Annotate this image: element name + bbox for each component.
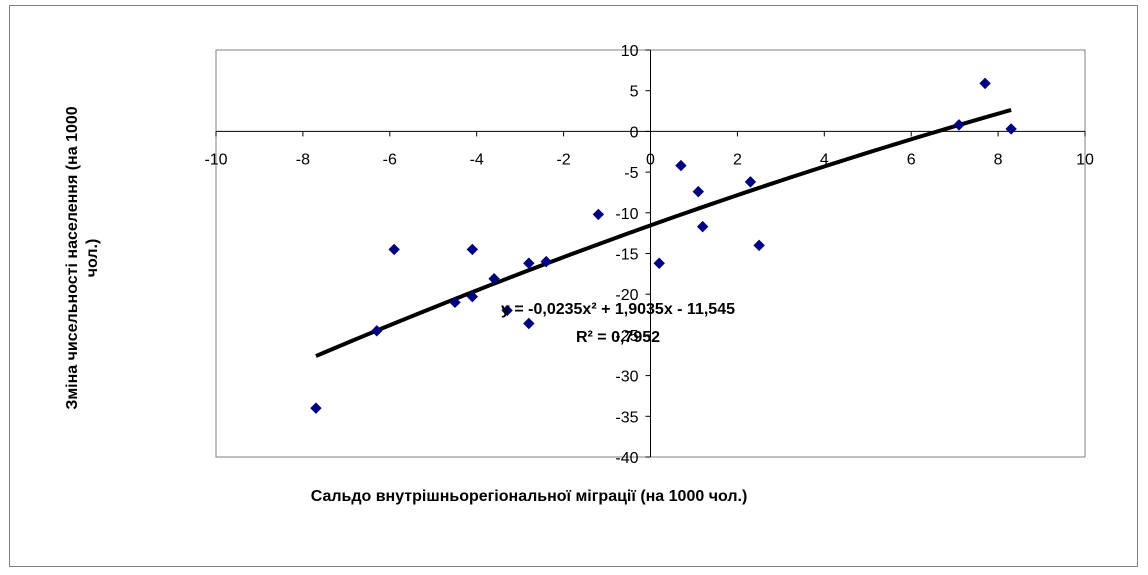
y-tick-label: -20 xyxy=(615,287,638,304)
y-tick-label: -25 xyxy=(615,328,638,345)
y-tick-label: -30 xyxy=(615,369,638,386)
trendline-r-squared: R² = 0,7952 xyxy=(576,329,660,346)
data-point xyxy=(523,257,535,269)
x-tick-label: -10 xyxy=(204,151,227,168)
x-tick-label: 8 xyxy=(994,151,1003,168)
y-tick-label: -5 xyxy=(624,165,638,182)
x-tick-label: -8 xyxy=(296,151,310,168)
chart-frame xyxy=(9,5,1138,567)
data-point xyxy=(488,273,500,285)
x-tick-label: -6 xyxy=(383,151,397,168)
x-tick-label: 4 xyxy=(820,151,829,168)
data-points xyxy=(310,77,1017,414)
data-point xyxy=(449,296,461,309)
data-point xyxy=(953,119,965,131)
x-tick-label: 10 xyxy=(1076,151,1094,168)
data-point xyxy=(310,402,322,414)
y-tick-label: 5 xyxy=(630,84,639,101)
tick-labels: -10 -8 -6 -4 -2 0 2 4 6 8 101050-5-10-15-20-25-30-… xyxy=(204,43,1094,467)
data-point xyxy=(696,220,709,233)
trendline xyxy=(315,108,1012,358)
x-tick-label: -4 xyxy=(470,151,484,168)
labels: Сальдо внутрішньорегіональної міграції (… xyxy=(64,106,747,505)
axes xyxy=(215,49,1086,458)
x-tick-label: 2 xyxy=(733,151,742,168)
data-point xyxy=(979,77,991,90)
data-point xyxy=(501,304,513,317)
data-point xyxy=(692,185,705,198)
y-tick-label: 10 xyxy=(621,43,639,60)
x-tick-label: 6 xyxy=(907,151,916,168)
trendline-group xyxy=(315,108,1012,358)
x-axis-title: Сальдо внутрішньорегіональної міграції (… xyxy=(311,488,748,505)
data-point xyxy=(592,208,605,221)
x-tick-label: -2 xyxy=(556,151,570,168)
y-tick-label: -15 xyxy=(615,247,638,264)
data-point xyxy=(371,325,383,337)
data-point xyxy=(466,243,479,256)
data-point xyxy=(744,176,757,188)
trendline-equation: y = -0,0235x² + 1,9035x - 11,545 xyxy=(501,301,735,318)
y-tick-label: -35 xyxy=(615,409,638,426)
data-point xyxy=(653,257,665,269)
y-tick-label: -10 xyxy=(615,206,638,223)
data-point xyxy=(1005,123,1017,135)
data-point xyxy=(466,290,479,303)
y-axis-title: Зміна чисельності населення (на 1000 чол.… xyxy=(64,106,101,409)
data-point xyxy=(388,243,400,256)
data-point xyxy=(753,239,765,252)
x-tick-label: 0 xyxy=(646,151,655,168)
y-tick-label: -40 xyxy=(615,450,638,467)
y-axis-title-line: Зміна чисельності населення (на 1000 xyxy=(64,106,81,409)
data-point xyxy=(523,317,535,330)
data-point xyxy=(540,255,552,268)
y-tick-label: 0 xyxy=(630,124,639,141)
y-axis-title-line: чол.) xyxy=(84,239,101,278)
data-point xyxy=(675,159,687,172)
